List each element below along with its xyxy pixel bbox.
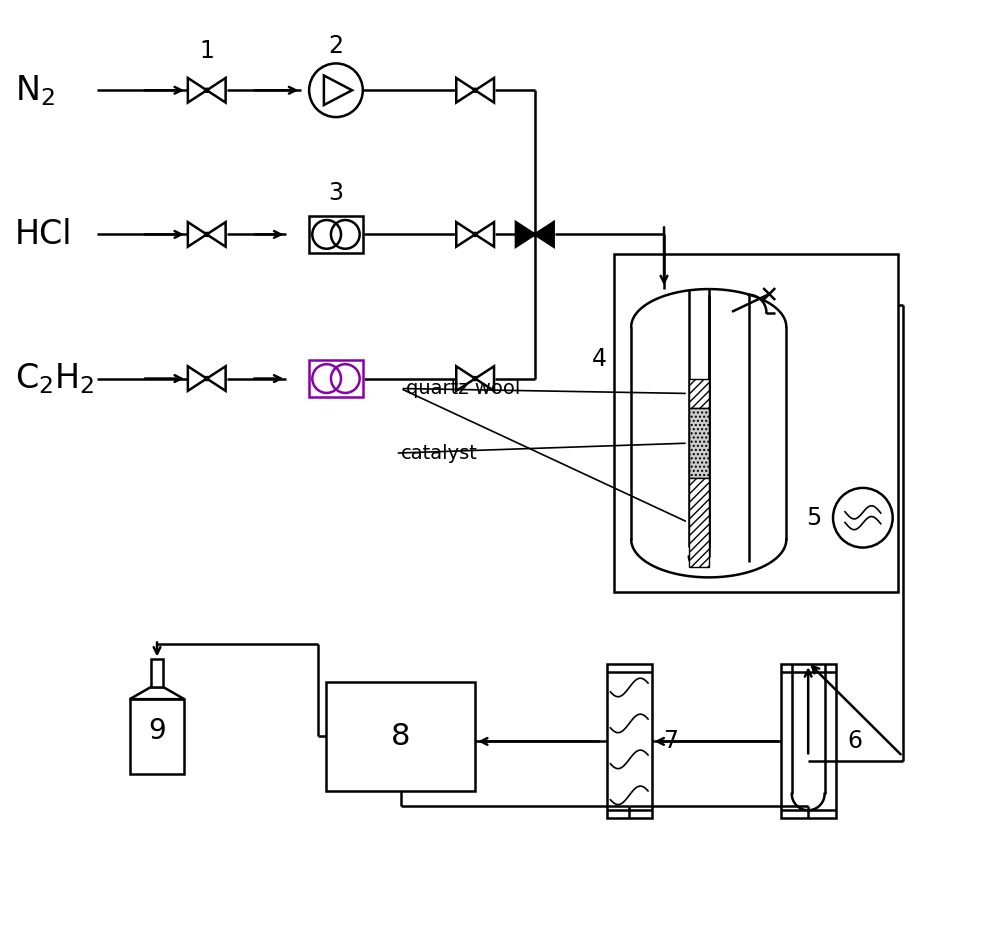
Circle shape xyxy=(473,89,477,92)
Text: 8: 8 xyxy=(391,722,410,751)
Bar xyxy=(781,665,836,819)
Text: $\rm N_2$: $\rm N_2$ xyxy=(15,73,55,108)
Polygon shape xyxy=(475,223,494,247)
Text: $\rm C_2H_2$: $\rm C_2H_2$ xyxy=(15,361,94,396)
Polygon shape xyxy=(188,223,207,247)
Text: 1: 1 xyxy=(199,40,214,63)
Circle shape xyxy=(309,63,363,117)
Polygon shape xyxy=(475,366,494,390)
Polygon shape xyxy=(456,78,475,103)
Circle shape xyxy=(473,232,477,237)
Bar xyxy=(607,665,652,819)
Text: 3: 3 xyxy=(328,181,343,205)
Circle shape xyxy=(473,376,477,381)
Bar xyxy=(689,478,709,567)
Polygon shape xyxy=(207,366,226,390)
Polygon shape xyxy=(475,78,494,103)
Circle shape xyxy=(205,232,209,237)
Bar xyxy=(309,359,363,397)
Text: 5: 5 xyxy=(806,505,821,530)
Bar xyxy=(151,659,163,687)
Text: HCl: HCl xyxy=(15,218,72,251)
Text: 9: 9 xyxy=(148,718,166,746)
Text: 4: 4 xyxy=(592,347,607,371)
Polygon shape xyxy=(188,78,207,103)
Circle shape xyxy=(533,232,537,237)
Text: 2: 2 xyxy=(328,35,343,58)
Polygon shape xyxy=(130,687,184,699)
Bar xyxy=(689,408,709,478)
Bar xyxy=(326,682,475,791)
Polygon shape xyxy=(456,366,475,390)
Circle shape xyxy=(205,376,209,381)
Bar xyxy=(309,216,363,254)
Polygon shape xyxy=(535,223,554,247)
Circle shape xyxy=(833,488,893,548)
Polygon shape xyxy=(188,366,207,390)
Polygon shape xyxy=(207,78,226,103)
Polygon shape xyxy=(516,223,535,247)
Polygon shape xyxy=(456,223,475,247)
Bar xyxy=(689,378,709,408)
Text: 6: 6 xyxy=(847,729,862,753)
Bar xyxy=(130,699,184,773)
Bar xyxy=(614,255,898,592)
Text: 7: 7 xyxy=(664,729,679,753)
Text: catalyst: catalyst xyxy=(401,443,477,463)
Polygon shape xyxy=(207,223,226,247)
Text: quartz wool: quartz wool xyxy=(406,379,520,398)
Circle shape xyxy=(205,89,209,92)
